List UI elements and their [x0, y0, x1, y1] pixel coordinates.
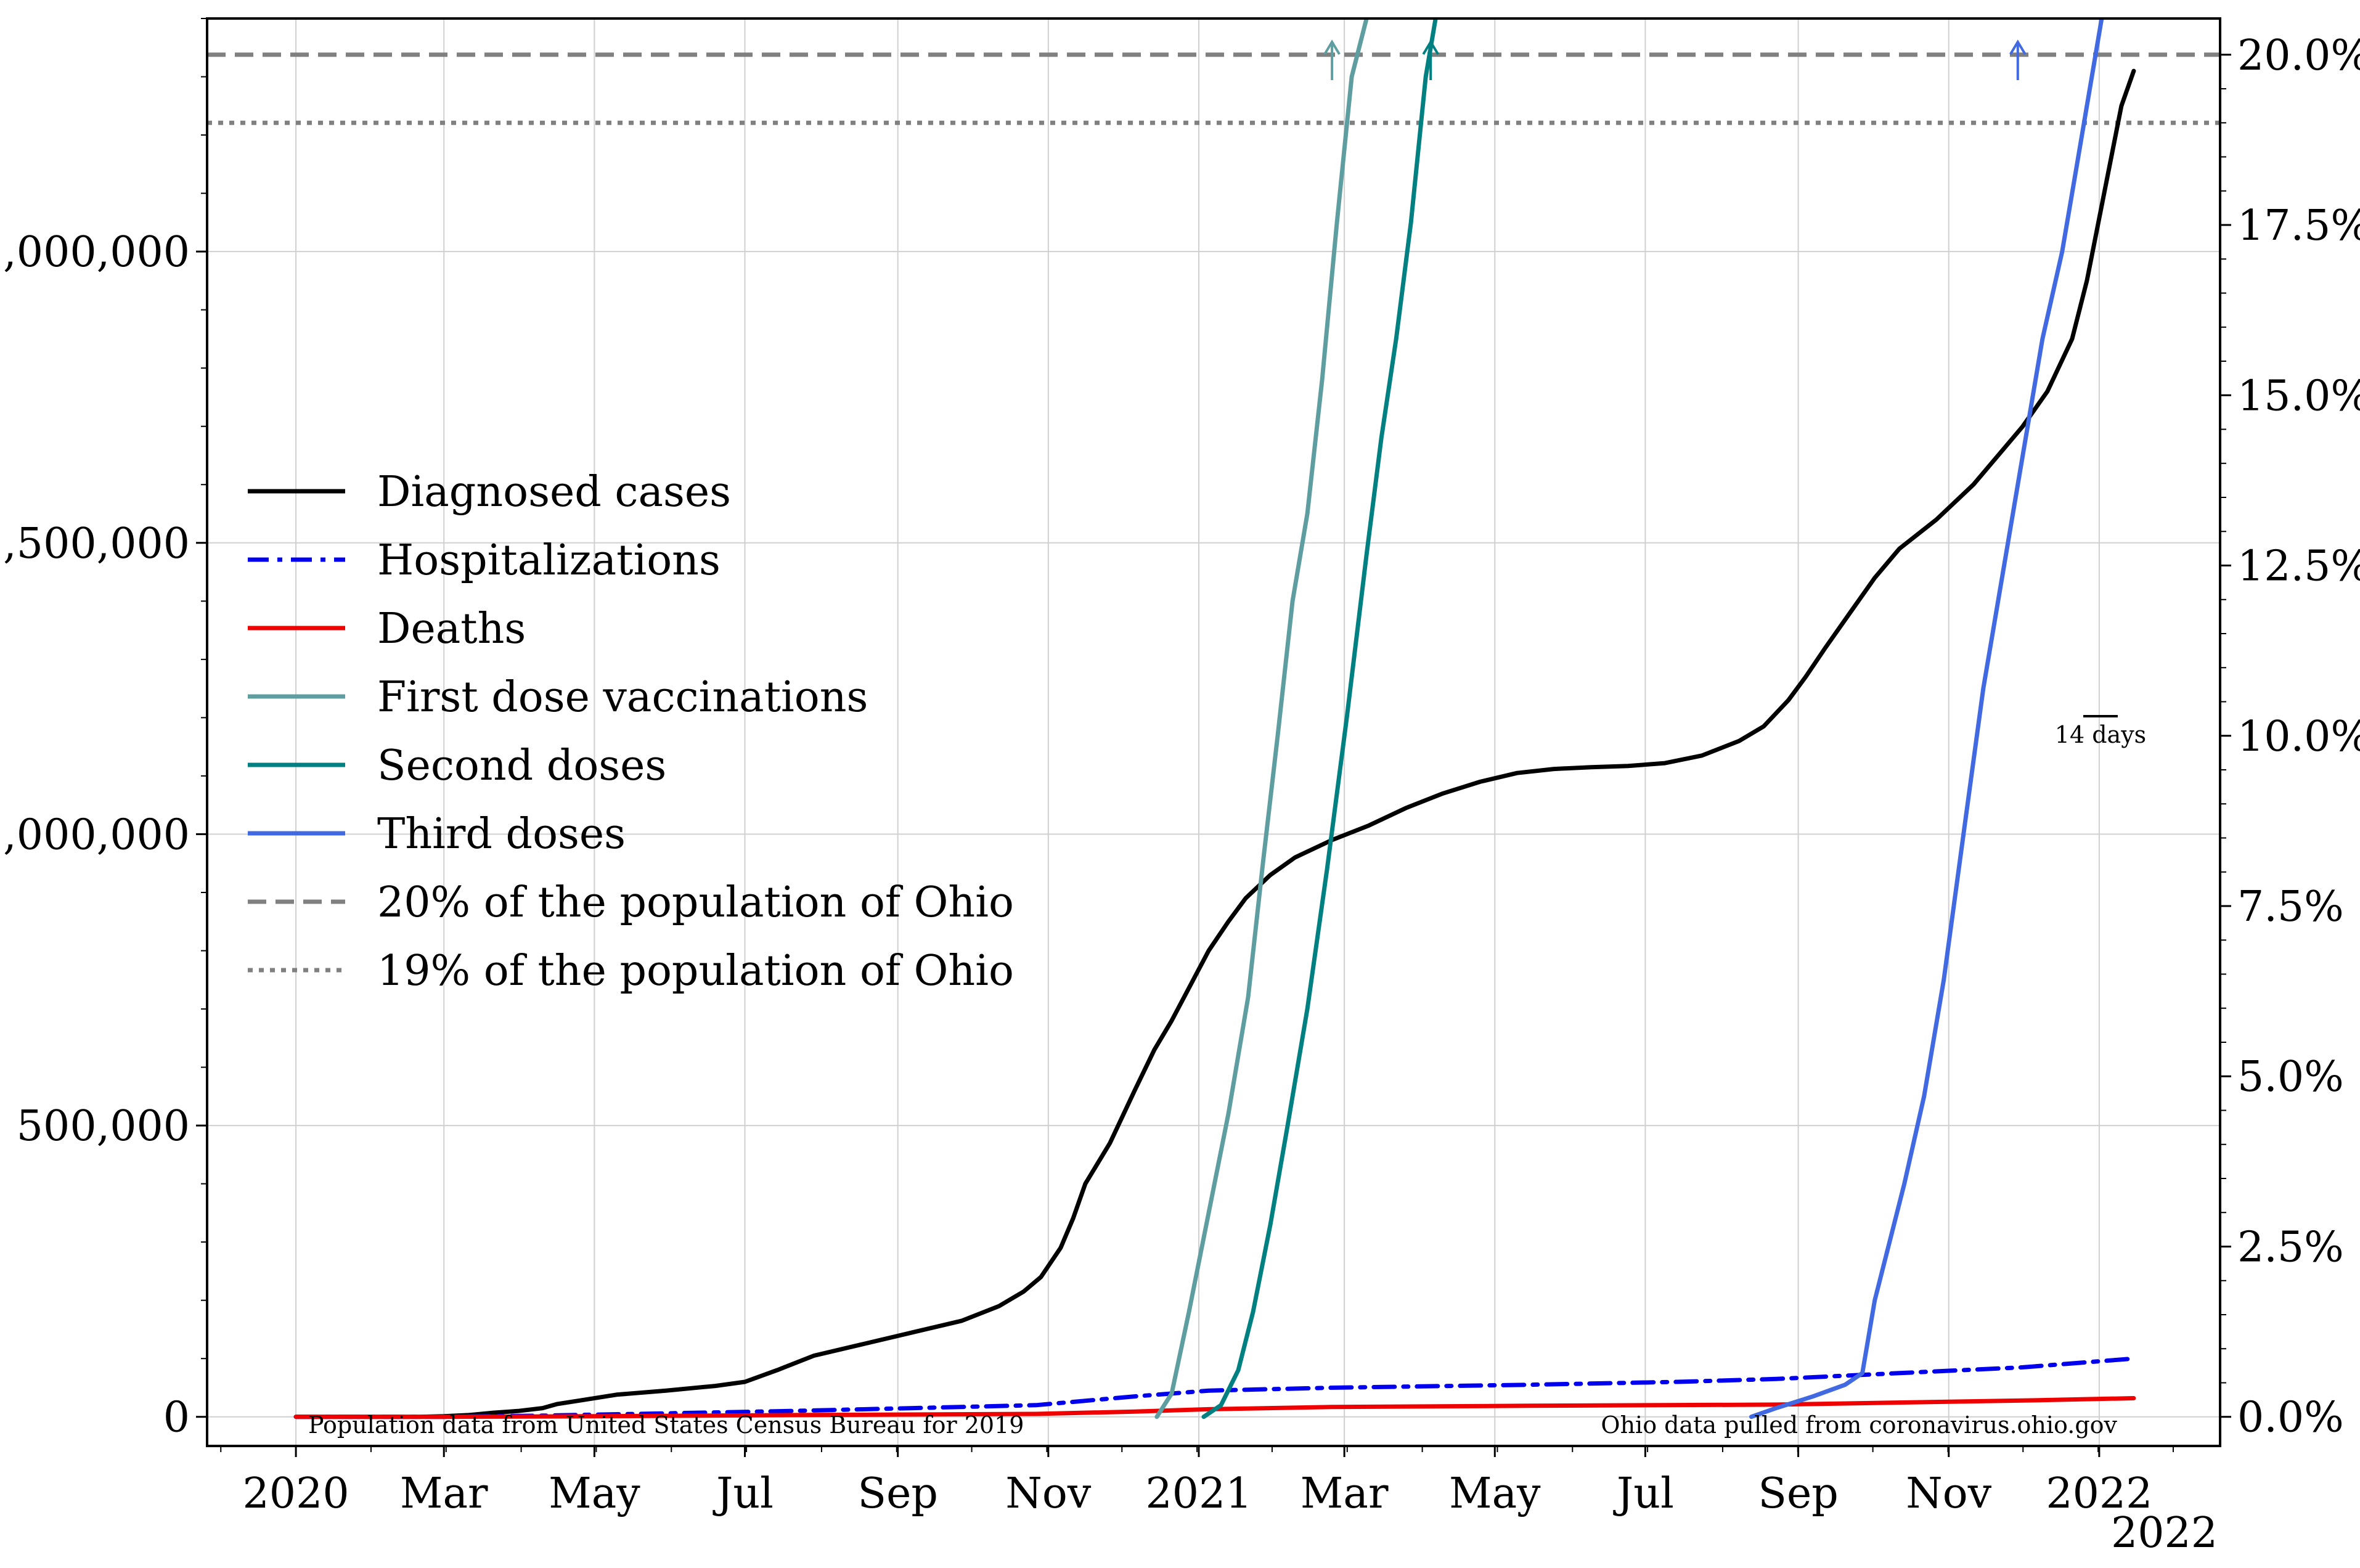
- overflow-arrow-head-icon: [1323, 39, 1341, 55]
- legend: Diagnosed cases Hospitalizations Deaths Fir…: [248, 468, 1014, 995]
- y-axis-left: 0 500,000 1,000,000 1,500,000 2,000,000: [0, 18, 207, 1442]
- overflow-arrow-head-icon: [1422, 39, 1439, 55]
- y-right-tick-label: 10.0%: [2237, 713, 2360, 761]
- y-left-tick-label: 1,500,000: [0, 520, 190, 568]
- population-reference-lines: [207, 52, 2220, 125]
- legend-label: Third doses: [377, 810, 626, 859]
- legend-label: Second doses: [377, 741, 666, 790]
- source-note-ohio: Ohio data pulled from coronavirus.ohio.g…: [1601, 1411, 2117, 1439]
- x-tick-label: Nov: [1906, 1469, 1991, 1518]
- y-right-tick-label: 17.5%: [2237, 202, 2360, 250]
- y-right-tick-label: 20.0%: [2237, 31, 2360, 80]
- x-tick-label: Jul: [1613, 1469, 1674, 1518]
- x-tick-label: 2021: [1145, 1469, 1252, 1518]
- y-right-tick-label: 7.5%: [2237, 883, 2344, 931]
- x-tick-label: Nov: [1005, 1469, 1091, 1518]
- overflow-arrows: [1323, 39, 2027, 80]
- y-left-tick-label: 0: [163, 1394, 190, 1442]
- x-axis: 2020 Mar May Jul Sep Nov 2021 Mar May Jul Sep Nov 20…: [220, 1446, 2174, 1518]
- x-tick-label: May: [1449, 1469, 1541, 1518]
- x-tick-label: 2022: [2046, 1469, 2152, 1518]
- y-left-tick-label: 500,000: [17, 1102, 190, 1151]
- y-axis-right: 0.0% 2.5% 5.0% 7.5% 10.0% 12.5% 15.0% 17.5% 20.0…: [2220, 31, 2360, 1442]
- scale-bar: 14 days: [2055, 715, 2146, 748]
- source-note-population: Population data from United States Censu…: [308, 1411, 1024, 1439]
- third-doses-line: [1749, 18, 2104, 1419]
- x-tick-label: May: [549, 1469, 640, 1518]
- y-right-tick-label: 2.5%: [2237, 1223, 2344, 1272]
- y-right-tick-label: 5.0%: [2237, 1053, 2344, 1101]
- x-tick-label: Jul: [712, 1469, 774, 1518]
- legend-label: 20% of the population of Ohio: [377, 878, 1014, 927]
- x-tick-label: Mar: [400, 1469, 488, 1518]
- legend-label: Hospitalizations: [377, 536, 721, 585]
- y-right-tick-label: 12.5%: [2237, 542, 2360, 591]
- x-offset-label: 2022: [2111, 1509, 2218, 1558]
- y-right-tick-label: 15.0%: [2237, 372, 2360, 420]
- x-tick-label: Sep: [1758, 1469, 1838, 1518]
- y-left-tick-label: 1,000,000: [0, 811, 190, 859]
- scale-bar-label: 14 days: [2055, 721, 2146, 748]
- legend-label: 19% of the population of Ohio: [377, 947, 1014, 995]
- second-doses-line: [1201, 18, 1438, 1419]
- plot-frame: [206, 17, 2221, 1447]
- diagnosed-cases-line: [293, 68, 2136, 1419]
- first-dose-vaccinations-line: [1154, 18, 1369, 1419]
- x-tick-label: 2020: [243, 1469, 349, 1518]
- y-left-tick-label: 2,000,000: [0, 228, 190, 277]
- deaths-line: [293, 1396, 2136, 1419]
- data-series: [293, 18, 2136, 1419]
- x-tick-label: Mar: [1300, 1469, 1389, 1518]
- x-tick-label: Sep: [858, 1469, 938, 1518]
- overflow-arrow-head-icon: [2009, 39, 2027, 55]
- legend-label: First dose vaccinations: [377, 673, 868, 722]
- grid: [207, 18, 2220, 1446]
- legend-label: Deaths: [377, 605, 526, 653]
- y-right-tick-label: 0.0%: [2237, 1394, 2344, 1442]
- legend-label: Diagnosed cases: [377, 468, 731, 517]
